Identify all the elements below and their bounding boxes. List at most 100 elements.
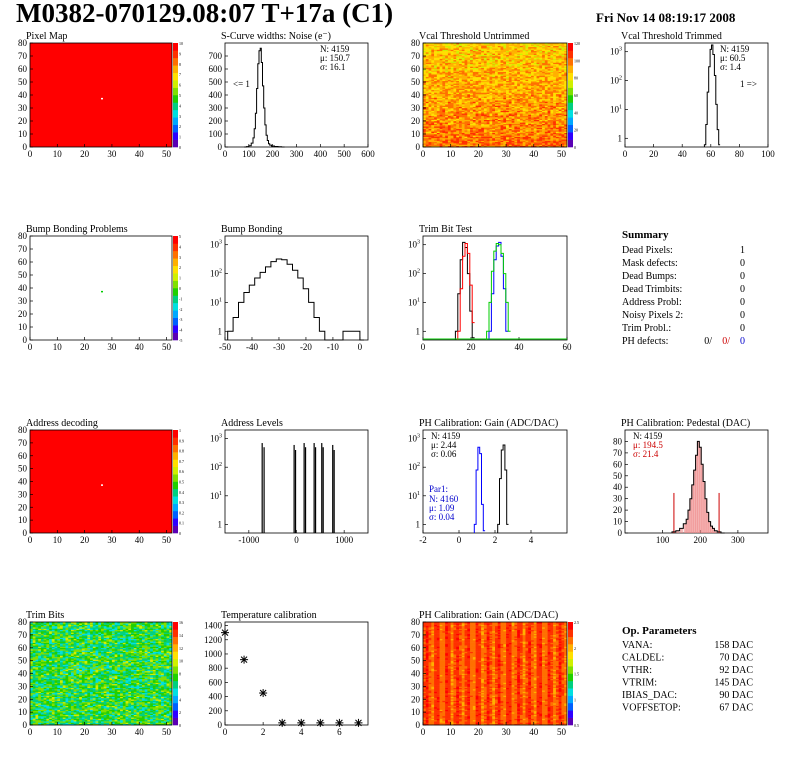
heatmap-cell — [495, 137, 499, 140]
heatmap-cell — [428, 71, 432, 74]
heatmap-cell — [450, 93, 454, 96]
heatmap-cell — [495, 93, 499, 96]
heatmap-cell — [514, 128, 518, 131]
heatmap-cell — [423, 96, 427, 98]
heatmap-cell — [464, 137, 468, 140]
heatmap-cell — [459, 97, 463, 100]
heatmap-cell — [483, 127, 487, 130]
heatmap-cell — [428, 131, 432, 133]
heatmap-cell — [428, 89, 432, 92]
heatmap-cell — [475, 128, 479, 131]
heatmap-cell — [470, 74, 474, 76]
heatmap-cell — [431, 106, 435, 109]
heatmap-cell — [495, 135, 499, 137]
x-tick-label: 20 — [474, 149, 484, 159]
palette-swatch — [173, 65, 178, 74]
heatmap-cell — [459, 135, 463, 137]
palette-swatch — [173, 273, 178, 281]
heatmap-cell — [472, 57, 476, 59]
heatmap-cell — [436, 136, 440, 139]
heatmap-cell — [442, 53, 446, 55]
heatmap-cell — [436, 101, 440, 104]
heatmap-cell — [478, 96, 482, 98]
heatmap-cell — [486, 96, 490, 98]
heatmap-cell — [423, 143, 427, 145]
heatmap-cell — [472, 118, 476, 120]
heatmap-cell — [495, 130, 499, 132]
heatmap-cell — [467, 74, 471, 76]
heatmap-cell — [467, 44, 471, 46]
heatmap-cell — [436, 123, 440, 126]
heatmap-cell — [506, 52, 510, 54]
heatmap-cell — [425, 76, 429, 79]
heatmap-cell — [425, 69, 429, 71]
heatmap-cell — [434, 98, 438, 101]
heatmap-cell — [442, 144, 446, 146]
heatmap-cell — [514, 66, 518, 68]
heatmap-cell — [508, 108, 512, 110]
heatmap-cell — [517, 79, 521, 81]
heatmap-cell — [500, 132, 504, 135]
heatmap-cell — [478, 83, 482, 85]
heatmap-cell — [472, 74, 476, 76]
heatmap-cell — [431, 105, 435, 107]
heatmap-cell — [486, 136, 490, 139]
heatmap-cell — [475, 75, 479, 78]
heatmap-cell — [486, 113, 490, 115]
y-tick-label: 0 — [218, 142, 223, 152]
x-tick-label: 500 — [337, 149, 351, 159]
heatmap-cell — [428, 117, 432, 119]
heatmap-cell — [450, 54, 454, 57]
heatmap-cell — [511, 88, 515, 91]
heatmap-cell — [467, 85, 471, 88]
heatmap-cell — [453, 67, 457, 70]
heatmap-cell — [428, 110, 432, 113]
heatmap-cell — [442, 102, 446, 105]
heatmap-cell — [478, 108, 482, 110]
heatmap-cell — [439, 115, 443, 118]
heatmap-cell — [514, 102, 518, 105]
heatmap-cell — [434, 108, 438, 110]
heatmap-cell — [503, 145, 507, 148]
heatmap-cell — [472, 45, 476, 48]
heatmap-cell — [511, 111, 515, 114]
heatmap-cell — [459, 105, 463, 107]
heatmap-cell — [470, 85, 474, 88]
heatmap-cell — [428, 83, 432, 85]
heatmap-cell — [519, 140, 523, 143]
heatmap-cell — [511, 49, 515, 52]
heatmap-cell — [456, 63, 460, 66]
dead-pixel-marker — [101, 290, 103, 293]
heatmap-cell — [486, 71, 490, 74]
heatmap-cell — [508, 111, 512, 114]
heatmap-cell — [461, 104, 465, 106]
heatmap-cell — [464, 53, 468, 55]
x-tick-label: 300 — [731, 535, 745, 545]
heatmap-cell — [456, 109, 460, 111]
heatmap-cell — [447, 126, 451, 128]
heatmap-cell — [500, 82, 504, 84]
heatmap-cell — [492, 110, 496, 113]
x-tick-label: 300 — [290, 149, 304, 159]
x-tick-label: -30 — [273, 342, 285, 352]
heatmap-cell — [503, 102, 507, 105]
heatmap-cell — [423, 48, 427, 50]
heatmap-cell — [478, 58, 482, 61]
heatmap-cell — [489, 114, 493, 117]
heatmap-cell — [486, 114, 490, 117]
palette-swatch — [173, 510, 178, 519]
heatmap-cell — [456, 61, 460, 63]
heatmap-cell — [495, 140, 499, 143]
heatmap-cell — [503, 114, 507, 117]
heatmap-cell — [495, 46, 499, 49]
heatmap-cell — [436, 135, 440, 137]
heatmap-cell — [511, 121, 515, 123]
heatmap-cell — [497, 98, 501, 101]
heatmap-cell — [503, 140, 507, 143]
heatmap-cell — [514, 130, 518, 132]
heatmap-cell — [503, 44, 507, 46]
heatmap-cell — [497, 136, 501, 139]
heatmap-cell — [464, 109, 468, 111]
heatmap-cell — [447, 56, 451, 58]
heatmap-cell — [459, 54, 463, 57]
